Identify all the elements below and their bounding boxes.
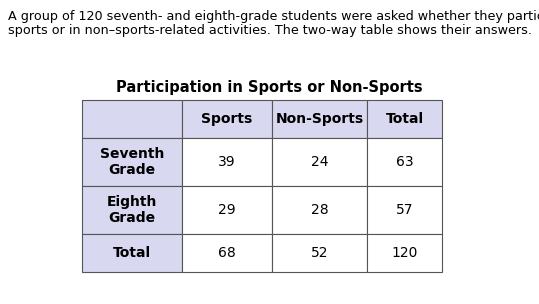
Text: 29: 29 [218, 203, 236, 217]
Bar [82, 100, 182, 138]
Text: 57: 57 [396, 203, 413, 217]
Text: 28: 28 [310, 203, 328, 217]
Bar [367, 234, 442, 272]
Text: 24: 24 [311, 155, 328, 169]
Bar [272, 186, 367, 234]
Text: Sports: Sports [202, 112, 253, 126]
Text: Total: Total [385, 112, 424, 126]
Text: sports or in non–sports-related activities. The two-way table shows their answer: sports or in non–sports-related activiti… [8, 24, 532, 37]
Text: 120: 120 [391, 246, 418, 260]
Bar [272, 100, 367, 138]
Bar [272, 138, 367, 186]
Text: Non-Sports: Non-Sports [275, 112, 364, 126]
Bar [82, 186, 182, 234]
Text: 68: 68 [218, 246, 236, 260]
Text: Seventh
Grade: Seventh Grade [100, 147, 164, 177]
Bar [367, 186, 442, 234]
Bar [182, 234, 272, 272]
Bar [272, 234, 367, 272]
Bar [182, 100, 272, 138]
Bar [367, 100, 442, 138]
Text: 52: 52 [311, 246, 328, 260]
Bar [82, 234, 182, 272]
Bar [182, 186, 272, 234]
Bar [82, 138, 182, 186]
Text: Eighth
Grade: Eighth Grade [107, 195, 157, 225]
Bar [182, 138, 272, 186]
Text: 63: 63 [396, 155, 413, 169]
Bar [367, 138, 442, 186]
Text: 39: 39 [218, 155, 236, 169]
Text: A group of 120 seventh- and eighth-grade students were asked whether they partic: A group of 120 seventh- and eighth-grade… [8, 10, 539, 23]
Text: Participation in Sports or Non-Sports: Participation in Sports or Non-Sports [116, 80, 423, 95]
Text: Total: Total [113, 246, 151, 260]
